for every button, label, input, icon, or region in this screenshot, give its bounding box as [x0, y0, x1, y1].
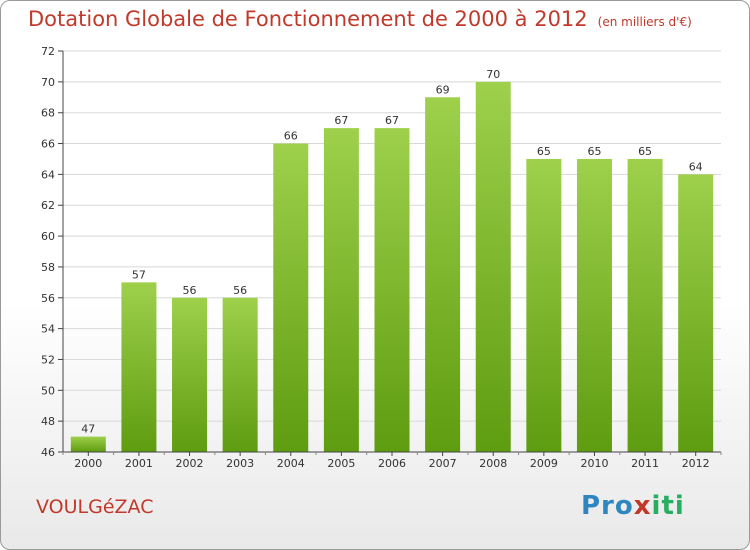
x-tick-label: 2001: [125, 457, 153, 470]
y-tick-label: 72: [41, 45, 55, 58]
logo-part-p: Pro: [581, 491, 634, 521]
bar: [374, 128, 410, 452]
y-tick-label: 56: [41, 292, 55, 305]
x-tick-label: 2010: [580, 457, 608, 470]
bar: [222, 297, 258, 452]
bar: [475, 81, 511, 452]
bars: 47 57 56 56 66 67 67 69 70 65 65 65 64: [70, 68, 714, 453]
bar-value-label: 70: [486, 68, 500, 81]
bar-value-label: 67: [385, 114, 399, 127]
y-tick-label: 52: [41, 353, 55, 366]
y-tick-label: 68: [41, 107, 55, 120]
chart-title: Dotation Globale de Fonctionnement de 20…: [28, 7, 692, 31]
bar: [576, 158, 612, 452]
bar-value-label: 66: [284, 130, 298, 143]
y-tick-label: 46: [41, 446, 55, 459]
y-tick-label: 62: [41, 199, 55, 212]
chart-title-text: Dotation Globale de Fonctionnement de 20…: [28, 7, 588, 31]
logo-part-iti: iti: [651, 491, 685, 521]
bar: [121, 282, 157, 452]
y-tick-label: 54: [41, 323, 55, 336]
x-tick-label: 2009: [530, 457, 558, 470]
x-tick-label: 2002: [176, 457, 204, 470]
bar-value-label: 69: [436, 83, 450, 96]
y-tick-label: 48: [41, 415, 55, 428]
bar: [526, 158, 562, 452]
bar-value-label: 65: [537, 145, 551, 158]
bar: [425, 97, 461, 453]
bar-value-label: 56: [183, 284, 197, 297]
x-tick-label: 2007: [429, 457, 457, 470]
bar-value-label: 56: [233, 284, 247, 297]
y-tick-label: 66: [41, 138, 55, 151]
bar: [323, 128, 359, 452]
commune-name: VOULGéZAC: [36, 496, 154, 518]
bar: [172, 297, 208, 452]
bar: [70, 436, 106, 452]
y-tick-label: 60: [41, 230, 55, 243]
logo-part-x: x: [633, 491, 652, 521]
bar-value-label: 57: [132, 268, 146, 281]
chart-unit: (en milliers d'€): [597, 15, 692, 29]
y-tick-label: 64: [41, 168, 55, 181]
x-tick-label: 2012: [682, 457, 710, 470]
x-tick-label: 2011: [631, 457, 659, 470]
x-tick-label: 2008: [479, 457, 507, 470]
y-tick-label: 58: [41, 261, 55, 274]
bar: [273, 143, 309, 453]
x-tick-label: 2000: [74, 457, 102, 470]
proxiti-logo: Proxiti: [581, 491, 685, 521]
x-tick-label: 2003: [226, 457, 254, 470]
bar: [678, 174, 714, 452]
bar-value-label: 67: [334, 114, 348, 127]
x-tick-label: 2006: [378, 457, 406, 470]
x-tick-label: 2004: [277, 457, 305, 470]
bar-value-label: 65: [587, 145, 601, 158]
axes: 46 48 50 52 54 56 58 60 62 64 66 68 70 72 2000 2001 2002…: [41, 45, 722, 470]
bar: [627, 158, 663, 452]
y-tick-label: 50: [41, 384, 55, 397]
x-tick-label: 2005: [327, 457, 355, 470]
bar-value-label: 47: [81, 423, 95, 436]
bar-value-label: 64: [689, 160, 703, 173]
bar-value-label: 65: [638, 145, 652, 158]
y-tick-label: 70: [41, 76, 55, 89]
